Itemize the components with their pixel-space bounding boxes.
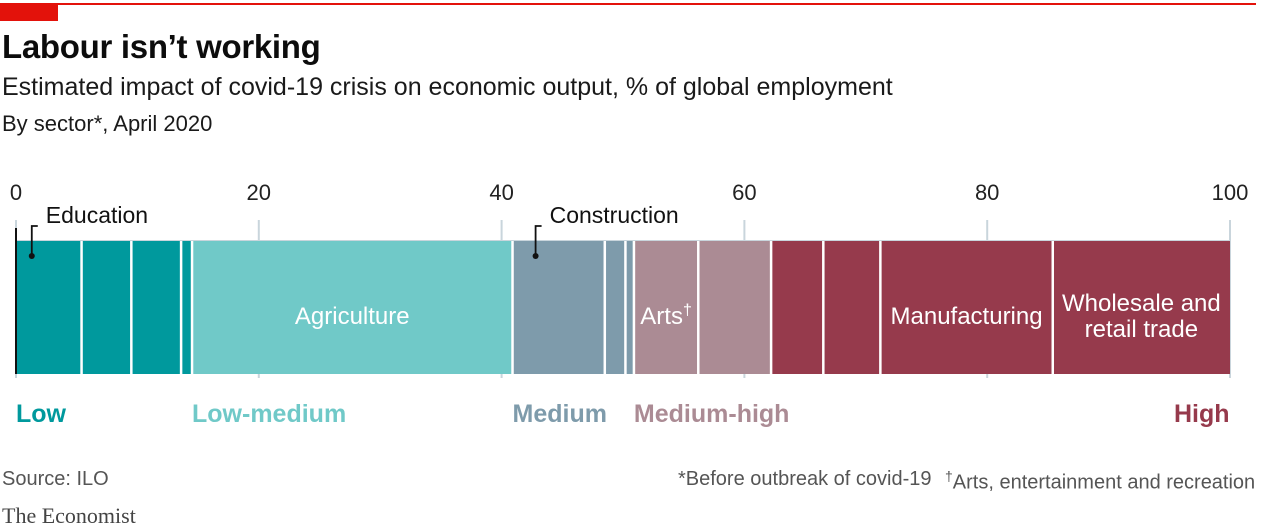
category-label: Medium-high — [633, 400, 790, 428]
tick-label: 20 — [246, 180, 272, 205]
category-label: Low — [16, 400, 66, 428]
tick-label: 60 — [732, 180, 757, 205]
tick-label: 40 — [489, 180, 514, 205]
category-label: High — [1174, 400, 1230, 428]
bar-segment — [823, 241, 881, 374]
tick-label: 0 — [9, 180, 23, 205]
tick-label: 80 — [974, 180, 1000, 205]
bar-segment — [1052, 241, 1230, 374]
footnote-before-outbreak: *Before outbreak of covid-19 — [678, 468, 932, 490]
callout-leader — [534, 225, 542, 254]
top-rule — [0, 3, 1256, 5]
bar-segment — [604, 241, 626, 374]
bar-segment — [771, 241, 824, 374]
callout-dot — [28, 253, 35, 259]
bar-segment — [880, 241, 1053, 374]
bar-segment — [625, 241, 634, 374]
category-label: Low-medium — [192, 400, 347, 428]
footnote-arts-text: Arts, entertainment and recreation — [952, 471, 1256, 494]
bar-segment — [512, 241, 605, 374]
segment-label: Wholesale and retail trade — [1062, 290, 1221, 343]
segment-label: Manufacturing — [891, 303, 1043, 330]
bar-segment — [633, 241, 699, 374]
callout-leader — [30, 225, 38, 254]
chart-subsubtitle: By sector*, April 2020 — [2, 111, 213, 136]
chart-subtitle: Estimated impact of covid-19 crisis on e… — [2, 73, 893, 101]
category-label: Medium — [512, 400, 607, 428]
bar-segment — [181, 241, 193, 374]
tick-label: 100 — [1211, 180, 1249, 205]
bar-segment — [131, 241, 182, 374]
dagger-mark: † — [945, 468, 953, 484]
bar-segment — [192, 241, 513, 374]
source-note: Source: ILO — [2, 468, 109, 490]
bar-segment — [16, 241, 82, 374]
bar-segment — [81, 241, 132, 374]
publisher-logo: The Economist — [2, 503, 136, 528]
footnote-arts: †Arts, entertainment and recreation — [945, 468, 1255, 495]
segment-label: Agriculture — [295, 303, 410, 330]
callout-label: Construction — [549, 202, 679, 228]
brand-tag — [0, 5, 58, 21]
callout-label: Education — [45, 202, 149, 228]
bar-segment — [698, 241, 772, 374]
chart-title: Labour isn’t working — [2, 28, 321, 65]
callout-dot — [532, 253, 539, 259]
